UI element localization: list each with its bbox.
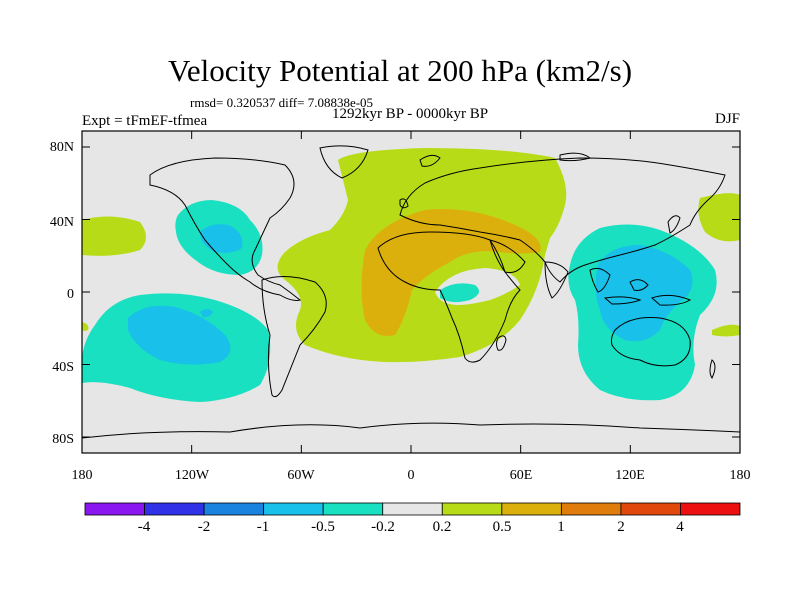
colorbar-label-5: -0.2 (371, 519, 395, 535)
lat-label-80n: 80N (49, 140, 74, 155)
positive-anomaly-west-pacific (82, 216, 146, 256)
lon-label-180e: 180 (729, 468, 751, 483)
lon-label-60w: 60W (287, 468, 315, 483)
lat-label-40n: 40N (49, 215, 74, 230)
lat-label-80s: 80S (52, 432, 74, 447)
lon-label-60e: 60E (509, 468, 533, 483)
lat-label-0: 0 (67, 287, 74, 302)
figure-title: Velocity Potential at 200 hPa (km2/s) (167, 53, 633, 88)
negative-anomaly-medium-maritime (595, 245, 693, 342)
experiment-label: Expt = tFmEF-tfmea (82, 113, 208, 129)
colorbar-label-3: -1 (256, 519, 270, 535)
stats-text: rmsd= 0.320537 diff= 7.08838e-05 (190, 95, 374, 110)
lat-label-40s: 40S (52, 360, 74, 375)
lon-label-120e: 120E (615, 468, 645, 483)
negative-anomaly-medium-pacific-spot (200, 309, 213, 318)
colorbar-label-2: -2 (197, 519, 211, 535)
colorbar-label-9: 2 (617, 519, 625, 535)
positive-anomaly-small-west (82, 322, 89, 331)
positive-anomaly-medium (361, 209, 541, 336)
negative-anomaly-medium-north-america (200, 224, 243, 253)
colorbar-label-8: 1 (557, 519, 565, 535)
coastlines (82, 145, 740, 439)
negative-anomaly-medium-pacific (128, 305, 231, 365)
colorbar-label-6: 0.2 (432, 519, 452, 535)
lon-label-180w: 180 (71, 468, 93, 483)
colorbar-label-1: -4 (137, 519, 151, 535)
season-label: DJF (714, 111, 740, 127)
colorbar-label-4: -0.5 (311, 519, 335, 535)
lon-label-120w: 120W (174, 468, 210, 483)
positive-anomaly-small-east (712, 324, 740, 337)
period-subtitle: 1292kyr BP - 0000kyr BP (331, 106, 489, 122)
colorbar-label-10: 4 (676, 519, 684, 535)
positive-anomaly-east-asia (698, 193, 740, 242)
negative-anomaly-indian-ocean (440, 283, 479, 303)
lon-label-0: 0 (407, 468, 415, 483)
contour-fields (82, 145, 740, 439)
colorbar-label-7: 0.5 (492, 519, 512, 535)
